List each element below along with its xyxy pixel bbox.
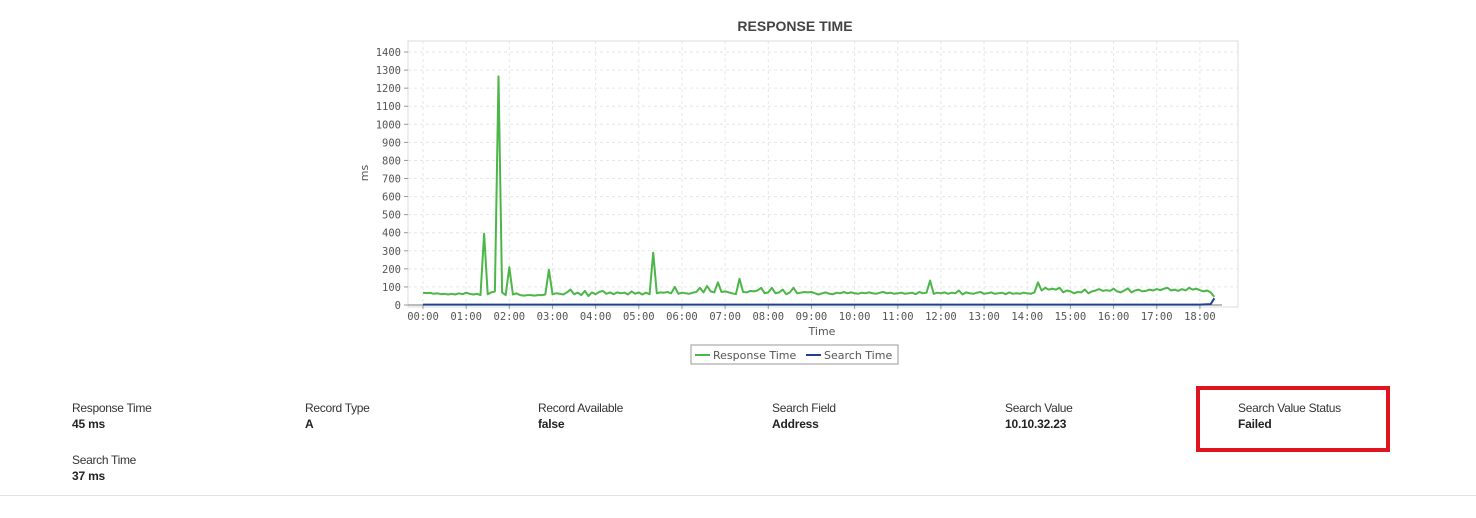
metric-value: 37 ms <box>72 469 106 483</box>
x-tick-label: 02:00 <box>494 311 526 323</box>
section-divider <box>0 495 1476 496</box>
x-tick-label: 10:00 <box>839 311 871 323</box>
x-tick-label: 03:00 <box>537 311 569 323</box>
metric-label: Search Value <box>1005 401 1073 415</box>
y-tick-label: 1000 <box>376 119 401 131</box>
status-highlight-box <box>1196 386 1390 452</box>
x-tick-label: 16:00 <box>1098 311 1130 323</box>
metric-search-field: Search Field Address <box>772 401 836 431</box>
x-tick-label: 11:00 <box>882 311 914 323</box>
metric-label: Record Available <box>538 401 624 415</box>
legend[interactable]: Response Time Search Time <box>690 344 899 365</box>
x-tick-label: 04:00 <box>580 311 612 323</box>
x-tick-label: 09:00 <box>796 311 828 323</box>
metric-label: Search Value Status <box>1238 401 1341 415</box>
metric-value: 45 ms <box>72 417 106 431</box>
y-tick-label: 500 <box>382 210 401 222</box>
y-tick-label: 100 <box>382 282 401 294</box>
x-tick-label: 18:00 <box>1184 311 1216 323</box>
metric-label: Search Time <box>72 453 137 467</box>
series-line-search-time[interactable] <box>423 297 1216 306</box>
x-tick-label: 12:00 <box>925 311 957 323</box>
y-tick-label: 200 <box>382 264 401 276</box>
legend-box <box>690 344 899 365</box>
metric-label: Response Time <box>72 401 152 415</box>
x-tick-label: 15:00 <box>1055 311 1087 323</box>
legend-label-search-time[interactable]: Search Time <box>824 349 892 362</box>
metric-value: 10.10.32.23 <box>1005 417 1067 431</box>
y-tick-label: 1300 <box>376 65 401 77</box>
metric-value: A <box>305 417 314 431</box>
chart-title: RESPONSE TIME <box>737 18 852 34</box>
x-tick-label: 01:00 <box>450 311 482 323</box>
metric-search-value: Search Value 10.10.32.23 <box>1005 401 1073 431</box>
x-tick-label: 07:00 <box>709 311 741 323</box>
metric-value: Failed <box>1238 417 1272 431</box>
y-tick-label: 300 <box>382 246 401 258</box>
series-line-response-time[interactable] <box>422 75 1216 298</box>
metric-record-available: Record Available false <box>538 401 623 431</box>
y-axis-label: ms <box>358 165 371 182</box>
grid-lines <box>408 41 1238 305</box>
series-layer <box>422 75 1216 306</box>
y-tick-label: 800 <box>382 155 401 167</box>
y-tick-label: 900 <box>382 137 401 149</box>
x-tick-label: 06:00 <box>666 311 698 323</box>
x-tick-label: 00:00 <box>407 311 439 323</box>
x-tick-label: 13:00 <box>968 311 1000 323</box>
x-axis-ticks: 00:00 01:00 02:00 03:00 04:00 05:00 06:00 07:00… <box>407 305 1216 323</box>
response-time-chart: RESPONSE TIME 0 100 200 300 400 500 600 700 800 9… <box>358 18 1239 365</box>
y-tick-label: 700 <box>382 174 401 186</box>
x-tick-label: 05:00 <box>623 311 655 323</box>
y-axis-ticks: 0 100 200 300 400 500 600 700 800 900 1000 1100 1200… <box>376 47 408 312</box>
y-tick-label: 1400 <box>376 47 401 59</box>
metric-record-type: Record Type A <box>305 401 370 431</box>
x-axis-label: Time <box>808 325 836 338</box>
metric-value: false <box>538 417 565 431</box>
metric-response-time: Response Time 45 ms <box>72 401 152 431</box>
x-tick-label: 14:00 <box>1011 311 1043 323</box>
metric-value: Address <box>772 417 819 431</box>
metric-search-value-status: Search Value Status Failed <box>1238 401 1341 431</box>
x-tick-label: 08:00 <box>752 311 784 323</box>
y-tick-label: 600 <box>382 192 401 204</box>
y-tick-label: 0 <box>395 300 401 312</box>
y-tick-label: 400 <box>382 228 401 240</box>
plot-area <box>407 40 1239 308</box>
metric-label: Search Field <box>772 401 836 415</box>
metric-search-time: Search Time 37 ms <box>72 453 136 483</box>
metric-label: Record Type <box>305 401 370 415</box>
y-tick-label: 1100 <box>376 101 401 113</box>
x-tick-label: 17:00 <box>1141 311 1173 323</box>
legend-label-response-time[interactable]: Response Time <box>713 349 796 362</box>
y-tick-label: 1200 <box>376 83 401 95</box>
